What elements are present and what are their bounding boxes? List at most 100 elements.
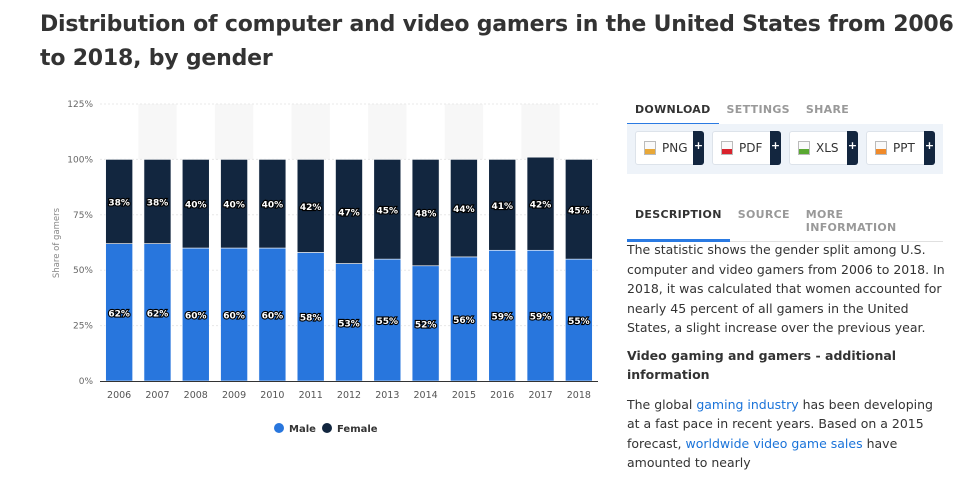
bar-male-2006 (105, 243, 133, 382)
tab-more-information[interactable]: MORE INFORMATION (805, 208, 897, 234)
bar-male-2011 (296, 252, 325, 382)
pdf-file-icon (721, 141, 733, 155)
y-tick-label: 0% (79, 377, 94, 387)
bar-female-2010 (258, 159, 287, 249)
data-label: 60% (262, 312, 284, 322)
data-label: 38% (108, 199, 130, 209)
data-label: 62% (108, 309, 130, 319)
legend-marker-male (274, 423, 284, 433)
bar-male-2017 (526, 249, 555, 382)
data-label: 40% (185, 201, 207, 211)
description-heading: Video gaming and gamers - additional inf… (627, 347, 897, 383)
stacked-bar-chart: 0% 25% 50% 75% 100% 125% Share of gamers 62% 38%… (52, 100, 598, 435)
tab-settings[interactable]: SETTINGS (726, 103, 790, 116)
column-band (214, 104, 254, 160)
x-tick-label: 2017 (528, 390, 552, 401)
data-label: 59% (530, 313, 552, 323)
bar-female-2017 (526, 156, 555, 251)
data-label: 60% (185, 312, 207, 322)
column-band (521, 104, 560, 160)
x-tick-label: 2012 (337, 390, 361, 401)
legend-marker-female (322, 423, 332, 433)
y-axis-label: Share of gamers (52, 207, 62, 278)
data-label: 42% (300, 203, 322, 213)
data-label: 58% (300, 314, 322, 324)
x-tick-label: 2010 (260, 390, 284, 401)
video-game-sales-link[interactable]: worldwide video game sales (685, 435, 863, 451)
bar-male-2018 (565, 258, 593, 382)
legend-label-female: Female (337, 424, 378, 435)
xls-download-button[interactable]: XLS + (789, 131, 858, 165)
x-tick-label: 2007 (145, 390, 169, 401)
bar-female-2014 (411, 159, 440, 267)
legend-label-male: Male (289, 424, 316, 435)
bar-female-2013 (373, 159, 402, 260)
x-tick-label: 2013 (375, 390, 399, 401)
y-tick-label: 75% (73, 211, 93, 221)
y-tick-label: 50% (73, 266, 93, 276)
ppt-download-button[interactable]: PPT + (866, 131, 935, 165)
data-label: 55% (568, 317, 590, 327)
column-band (368, 104, 407, 160)
tab-description[interactable]: DESCRIPTION (627, 208, 730, 242)
tab-download[interactable]: DOWNLOAD (627, 103, 719, 126)
data-label: 48% (415, 210, 437, 220)
x-tick-label: 2006 (107, 390, 131, 401)
data-label: 47% (338, 208, 360, 218)
data-label: 55% (377, 317, 399, 327)
data-label: 59% (491, 313, 513, 323)
x-tick-label: 2018 (567, 390, 591, 401)
xls-file-icon (798, 141, 810, 155)
plus-icon[interactable]: + (847, 131, 858, 165)
bar-female-2015 (450, 159, 478, 258)
data-label: 44% (453, 205, 475, 215)
bar-female-2007 (143, 159, 172, 244)
bar-female-2011 (296, 159, 325, 253)
y-tick-label: 25% (73, 322, 93, 332)
description-paragraph: The statistic shows the gender split amo… (627, 242, 945, 335)
bar-female-2009 (220, 159, 248, 249)
column-band (444, 104, 484, 160)
ppt-file-icon (875, 141, 887, 155)
bar-male-2012 (335, 263, 363, 382)
bar-male-2014 (411, 265, 440, 382)
y-tick-label: 125% (67, 100, 93, 110)
gaming-industry-link[interactable]: gaming industry (696, 396, 799, 412)
data-label: 40% (262, 201, 284, 211)
x-tick-label: 2011 (299, 390, 323, 401)
plus-icon[interactable]: + (693, 131, 704, 165)
plus-icon[interactable]: + (924, 131, 935, 165)
data-label: 60% (223, 312, 245, 322)
bar-male-2016 (488, 249, 517, 382)
column-band (138, 104, 177, 160)
page-title: Distribution of computer and video gamer… (40, 12, 954, 71)
y-tick-label: 100% (67, 155, 93, 165)
bar-female-2018 (565, 159, 593, 260)
plus-icon[interactable]: + (770, 131, 781, 165)
pdf-download-button[interactable]: PDF + (712, 131, 781, 165)
data-label: 56% (453, 316, 475, 326)
bar-female-2016 (488, 159, 517, 251)
description-paragraph-2: The global gaming industry has been deve… (627, 396, 933, 471)
bar-male-2010 (258, 247, 287, 382)
bar-male-2015 (450, 256, 478, 382)
bar-female-2012 (335, 159, 363, 264)
x-tick-label: 2009 (222, 390, 246, 401)
data-label: 53% (338, 319, 360, 329)
download-panel: PNG + PDF + XLS + PPT + (627, 124, 943, 174)
x-tick-label: 2015 (452, 390, 476, 401)
tab-source[interactable]: SOURCE (737, 208, 790, 221)
x-tick-label: 2008 (184, 390, 208, 401)
tab-share[interactable]: SHARE (805, 103, 850, 116)
download-tabs: DOWNLOAD SETTINGS SHARE (627, 103, 943, 126)
description-tabs: DESCRIPTION SOURCE MORE INFORMATION (627, 208, 943, 242)
column-band (291, 104, 330, 160)
data-label: 40% (223, 201, 245, 211)
x-tick-label: 2016 (490, 390, 514, 401)
data-label: 41% (491, 202, 513, 212)
bar-female-2008 (181, 159, 210, 249)
data-label: 42% (530, 201, 552, 211)
data-label: 62% (147, 309, 169, 319)
png-download-button[interactable]: PNG + (635, 131, 704, 165)
data-label: 45% (568, 206, 590, 216)
